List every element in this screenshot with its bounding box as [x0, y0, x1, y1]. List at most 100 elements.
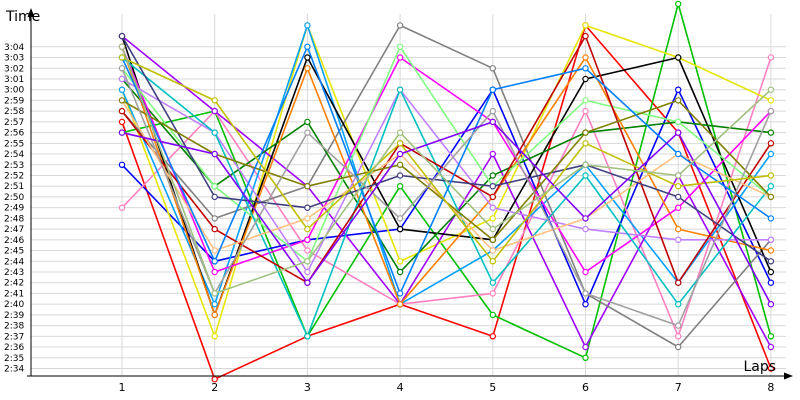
data-point — [489, 193, 496, 201]
data-point — [582, 290, 589, 297]
y-tick-label: 2:55 — [4, 139, 24, 149]
data-point — [582, 268, 589, 276]
data-point — [675, 193, 682, 201]
series-line — [121, 46, 772, 295]
series-line — [121, 45, 772, 295]
data-point — [211, 193, 218, 201]
data-point — [767, 247, 775, 254]
data-point — [396, 140, 404, 147]
data-point — [767, 140, 775, 147]
data-point — [304, 215, 311, 222]
data-point — [304, 182, 311, 190]
data-point — [582, 301, 589, 308]
data-point — [675, 204, 682, 211]
data-point — [304, 225, 311, 233]
data-point — [304, 43, 311, 51]
data-point — [675, 333, 682, 340]
data-point — [675, 182, 682, 190]
y-tick-label: 2:40 — [4, 300, 24, 310]
data-point — [211, 247, 218, 254]
series-line — [121, 67, 772, 327]
y-tick-label: 2:54 — [4, 150, 24, 160]
data-point — [767, 97, 775, 104]
data-point — [304, 258, 311, 265]
data-point — [489, 333, 496, 340]
data-point — [211, 107, 218, 115]
series-lines — [121, 3, 772, 381]
data-point — [396, 258, 404, 265]
data-point — [675, 97, 682, 104]
data-point — [118, 75, 126, 83]
data-point — [582, 354, 589, 361]
data-point — [211, 150, 218, 158]
y-tick-label: 3:02 — [4, 64, 24, 74]
series-line — [121, 121, 772, 305]
y-tick-label: 2:52 — [4, 171, 24, 181]
data-point — [489, 65, 496, 72]
data-point — [767, 279, 775, 286]
data-point — [211, 182, 218, 190]
data-point — [211, 129, 218, 136]
data-point — [675, 236, 682, 243]
data-point — [211, 97, 218, 104]
data-point — [675, 54, 682, 61]
data-point — [675, 279, 682, 286]
y-tick-label: 2:56 — [4, 129, 24, 139]
data-point — [767, 365, 775, 372]
data-point — [767, 150, 775, 158]
y-tick-label: 2:57 — [4, 118, 24, 128]
y-tick-label: 2:47 — [4, 225, 24, 235]
y-tick-label: 3:00 — [4, 86, 24, 96]
x-axis-title: Laps — [743, 359, 776, 375]
data-point — [304, 54, 311, 61]
data-point — [489, 107, 496, 115]
y-tick-label: 2:43 — [4, 268, 24, 278]
data-point — [489, 86, 496, 93]
y-tick-label: 3:01 — [4, 75, 24, 85]
data-point — [489, 225, 496, 233]
data-point — [304, 22, 311, 29]
data-point — [304, 65, 311, 72]
series-line — [121, 56, 771, 263]
tick-labels: 2:342:352:362:372:382:392:402:412:422:43… — [4, 43, 774, 394]
axes — [27, 8, 793, 380]
data-point — [489, 215, 496, 222]
data-point — [396, 182, 404, 190]
data-point — [211, 225, 218, 233]
data-point — [118, 107, 126, 115]
data-point — [489, 279, 496, 286]
data-point — [489, 247, 496, 254]
data-point — [767, 301, 775, 308]
data-point — [582, 129, 589, 136]
data-point — [118, 204, 126, 211]
data-point — [582, 161, 589, 168]
data-point — [767, 182, 775, 190]
x-tick-label: 8 — [767, 381, 774, 394]
y-tick-label: 2:58 — [4, 107, 24, 117]
data-point — [582, 75, 589, 83]
data-point — [675, 129, 682, 136]
data-point — [582, 225, 589, 233]
data-point — [582, 343, 589, 351]
data-point — [396, 215, 404, 222]
data-point — [489, 258, 496, 265]
y-tick-label: 2:44 — [4, 257, 24, 267]
y-tick-label: 3:04 — [4, 43, 24, 53]
data-point — [489, 204, 496, 211]
data-point — [396, 22, 404, 29]
data-point — [675, 172, 682, 179]
data-point — [489, 118, 496, 126]
series-line — [121, 24, 772, 381]
data-point — [304, 268, 311, 276]
y-tick-label: 2:34 — [4, 364, 24, 374]
data-point — [767, 129, 775, 136]
data-point — [211, 301, 218, 308]
data-point — [118, 161, 126, 168]
data-point — [396, 301, 404, 308]
series-line — [121, 56, 772, 338]
data-point — [211, 333, 218, 340]
data-point — [582, 140, 589, 147]
data-point — [767, 268, 775, 276]
x-tick-label: 5 — [489, 381, 496, 394]
